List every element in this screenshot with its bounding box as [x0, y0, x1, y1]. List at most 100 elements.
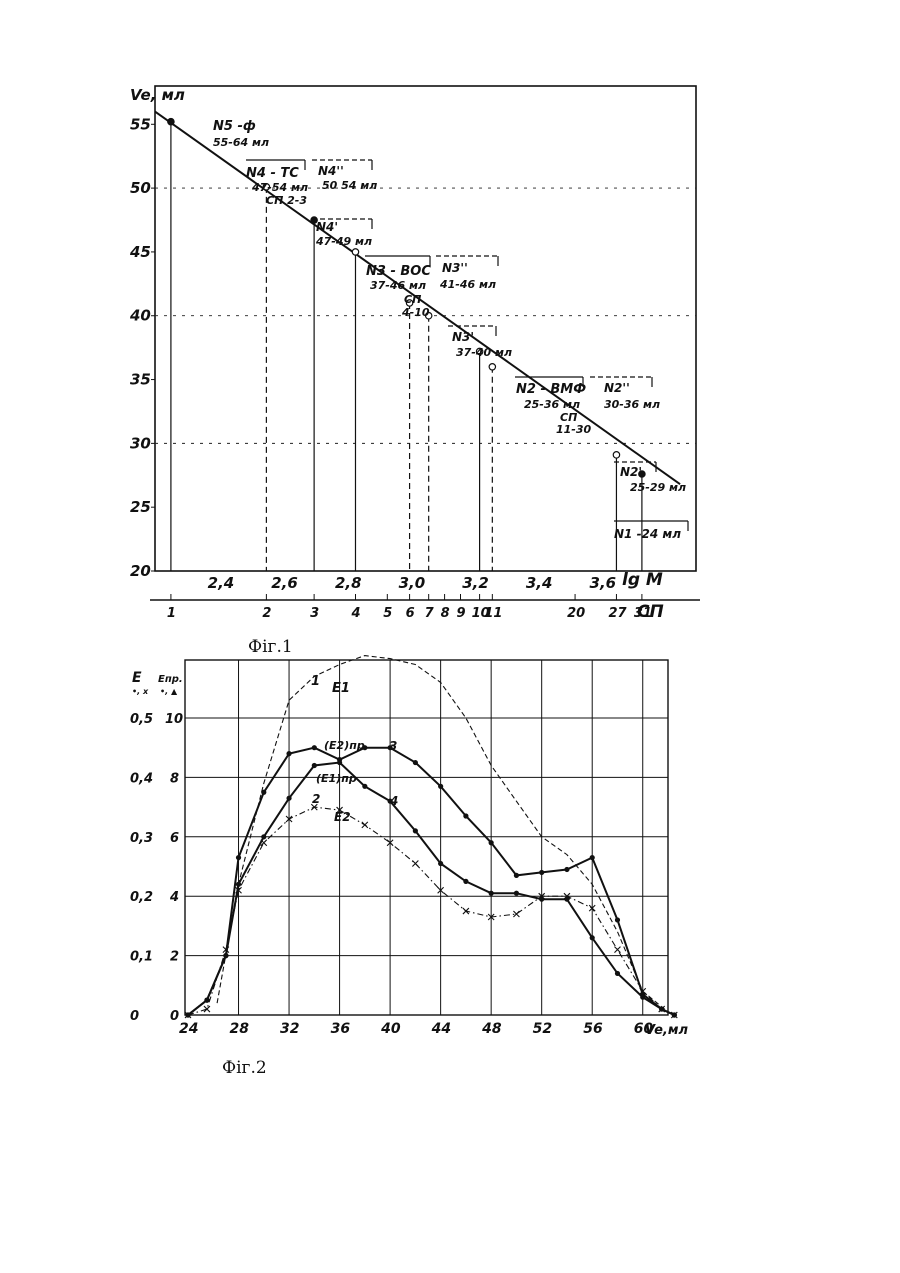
fig1-point-open — [352, 249, 358, 255]
annotation-label: N3'' — [442, 261, 468, 275]
series-4-point — [261, 834, 266, 839]
series-4-point — [236, 882, 241, 887]
annotation-range: 25-29 мл — [630, 481, 686, 494]
series-4-point — [438, 861, 443, 866]
annotation-label: N2 - ВМФ — [516, 382, 586, 397]
fig1-sp-tick-label: 9 — [457, 606, 466, 621]
annotation-label: N5 -ф — [213, 119, 256, 134]
fig2-ytick-left-label: 0,4 — [130, 771, 153, 786]
fig1-ytick-label: 20 — [130, 562, 151, 580]
series-3-point — [489, 840, 494, 845]
series-2-point — [362, 822, 368, 828]
fig1-xtick-label: 3,2 — [462, 574, 489, 592]
fig2-ytick-left-label: 0,5 — [130, 712, 153, 727]
annotation-n4-prime: N4' 47-49 мл — [312, 219, 372, 248]
series-3-label: (E2)пр — [324, 739, 365, 752]
fig1-sp-tick-label: 4 — [350, 606, 360, 621]
series-4-point — [362, 784, 367, 789]
fig2-ylabel-right: Eпр. — [158, 674, 183, 685]
series-2-point — [204, 1006, 210, 1012]
fig2-xtick-label: 52 — [533, 1021, 552, 1037]
fig2-xlabel: Ve,мл — [645, 1023, 688, 1038]
series-3-point — [514, 873, 519, 878]
annotation-n5: N5 -ф 55-64 мл — [213, 119, 269, 149]
series-4-point — [672, 1012, 677, 1017]
fig1-sp-tick-label: 11 — [484, 606, 502, 621]
annotation-range: 47-49 мл — [315, 235, 372, 248]
annotation-range: 37-46 мл — [370, 279, 426, 292]
annotation-n3-boc: N3 - ВОС 37-46 мл СП 4-10 — [365, 256, 431, 319]
fig1-point-open — [489, 364, 495, 370]
series-4-number: 4 — [389, 794, 398, 808]
annotation-label: N4 - ТС — [246, 166, 299, 181]
fig1-sp-tick-label: 6 — [406, 606, 415, 621]
fig2-xtick-label: 56 — [583, 1021, 603, 1037]
fig1-ytick-label: 55 — [130, 115, 151, 133]
fig1-sp-axis-label: СП — [637, 602, 664, 622]
fig1-sp-tick-label: 7 — [425, 606, 435, 621]
series-1-number: 1 — [311, 674, 320, 689]
fig2-ylabel-left-markers: •, x — [132, 687, 149, 696]
fig1-ytick-label: 30 — [130, 434, 151, 452]
series-4-point — [312, 763, 317, 768]
fig1-sp-tick-label: 20 — [567, 606, 585, 621]
annotation-range: 47-54 мл — [251, 181, 308, 194]
annotation-n2-vmf: N2 - ВМФ 25-36 мл СП 11-30 — [515, 377, 592, 436]
annotation-label: N4' — [316, 220, 338, 234]
annotation-label: N2' — [620, 465, 642, 479]
fig1-xtick-label: 2,8 — [335, 574, 362, 592]
annotation-label: N2'' — [604, 381, 630, 395]
series-3-point — [236, 855, 241, 860]
fig2-ytick-right-label: 2 — [170, 950, 179, 965]
series-4-point — [204, 998, 209, 1003]
series-4-point — [564, 897, 569, 902]
fig1-xtick-label: 3,4 — [526, 574, 553, 592]
fig1-ytick-label: 25 — [130, 498, 151, 516]
fig1-caption: Фіг.1 — [248, 637, 293, 657]
series-4-point — [413, 828, 418, 833]
fig1-ytick-label: 50 — [130, 179, 151, 197]
fig2-caption: Фіг.2 — [222, 1058, 267, 1078]
fig2-ylabel-left: E — [132, 670, 142, 686]
fig2-xtick-label: 32 — [280, 1021, 299, 1037]
fig2-ytick-left-label: 0,1 — [130, 950, 153, 965]
annotation-sp-range: 4-10 — [401, 306, 430, 319]
series-1-label: E1 — [332, 681, 350, 696]
annotation-label: N4'' — [318, 164, 344, 178]
series-3-point — [463, 813, 468, 818]
series-4-point — [337, 760, 342, 765]
series-3-point — [438, 784, 443, 789]
annotation-sp: СП — [404, 293, 421, 306]
series-3-point — [590, 855, 595, 860]
series-2-number: 2 — [312, 792, 320, 806]
fig1-xtick-label: 2,4 — [208, 574, 235, 592]
fig2-frame — [185, 660, 668, 1015]
annotation-range: 30-36 мл — [604, 398, 660, 411]
fig1-point-open — [613, 452, 619, 458]
series-2-point — [412, 861, 418, 867]
annotation-sp-range: 11-30 — [556, 423, 592, 436]
series-2-point — [614, 947, 620, 953]
fig2-xtick-label: 24 — [179, 1021, 198, 1037]
figure-1-calibration-chart: 2025303540455055 2,42,62,83,03,23,43,6 1… — [129, 86, 700, 657]
series-3-point — [615, 917, 620, 922]
fig2-xtick-label: 28 — [230, 1021, 250, 1037]
fig2-xtick-label: 44 — [431, 1021, 451, 1037]
fig2-ytick-right-label: 10 — [165, 712, 183, 727]
fig1-ytick-label: 35 — [130, 371, 151, 389]
fig1-xlabel: lg M — [622, 570, 663, 590]
fig1-ylabel: Ve, мл — [130, 86, 185, 104]
series-3-point — [539, 870, 544, 875]
fig2-xtick-label: 36 — [331, 1021, 351, 1037]
series-3-point — [261, 790, 266, 795]
annotation-n2-prime: N2' 25-29 мл — [614, 462, 686, 494]
annotation-n4-double-prime: N4'' 50 54 мл — [312, 160, 377, 192]
annotation-sp: СП 2-3 — [266, 194, 307, 207]
fig2-ytick-left-label: 0 — [130, 1009, 139, 1024]
annotation-n2-double-prime: N2'' 30-36 мл — [590, 377, 660, 411]
fig2-xtick-label: 48 — [481, 1021, 502, 1037]
annotation-range: 50 54 мл — [322, 179, 377, 192]
fig1-xtick-label: 3,0 — [399, 574, 426, 592]
series-4-point — [223, 953, 228, 958]
fig1-ytick-label: 40 — [129, 307, 151, 325]
